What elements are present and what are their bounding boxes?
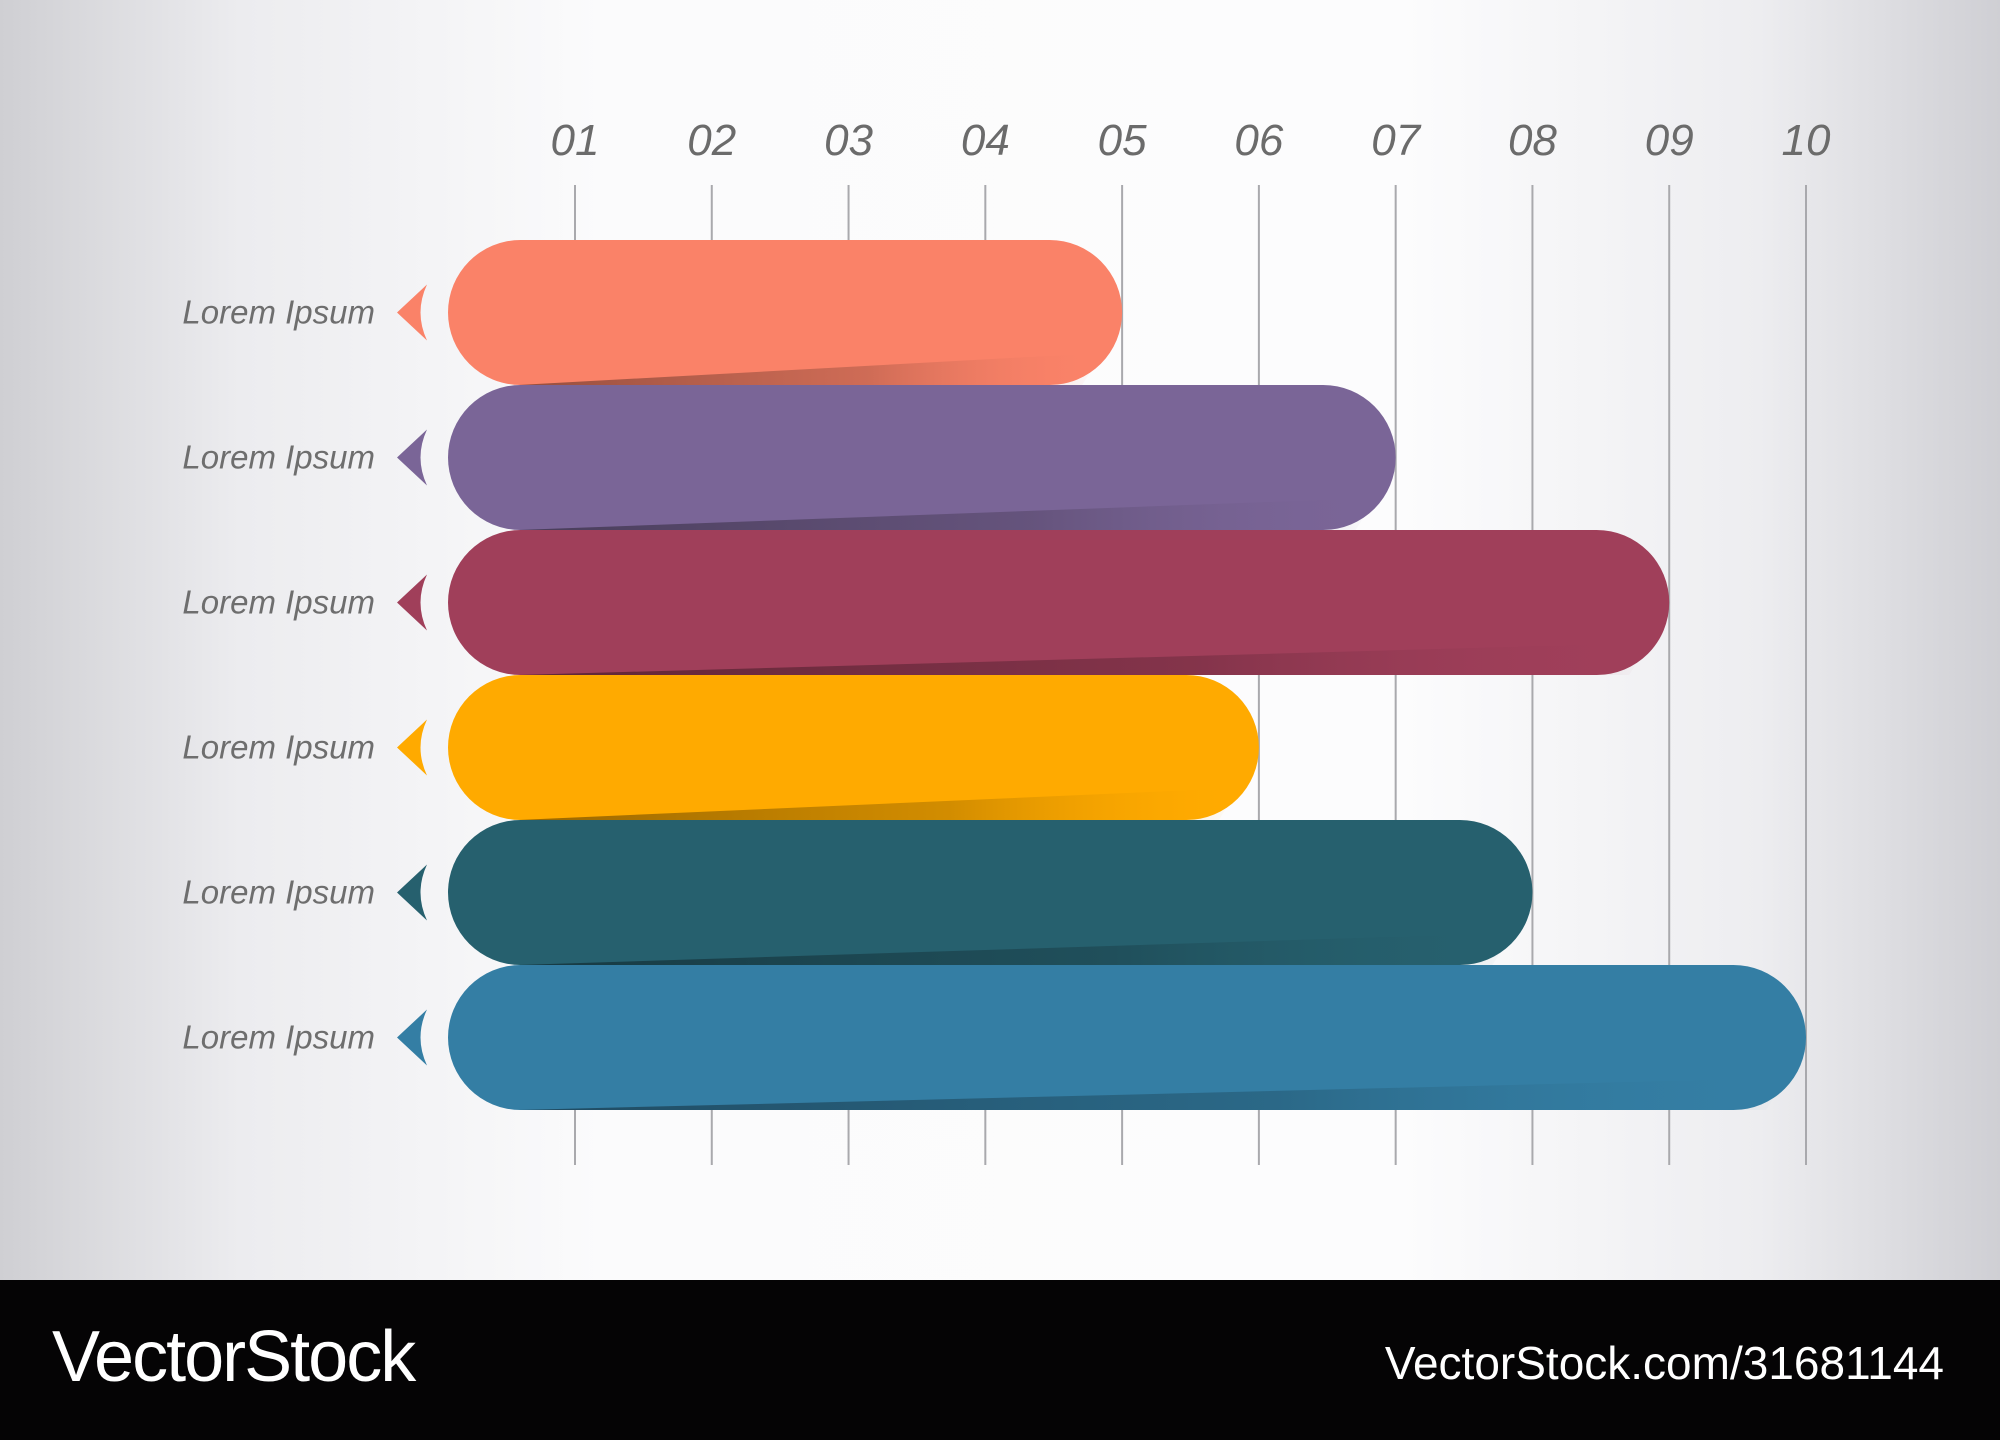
- bar-group: [448, 965, 1806, 1110]
- bar-shading: [518, 643, 1650, 675]
- x-tick-label: 04: [961, 116, 1010, 165]
- x-tick-label: 01: [551, 116, 600, 165]
- x-tick-label: 07: [1371, 116, 1421, 165]
- x-tick-label: 06: [1234, 116, 1283, 165]
- x-tick-label: 09: [1645, 116, 1694, 165]
- bar: [448, 675, 1259, 820]
- arrow-marker-icon: [397, 719, 427, 776]
- bar: [448, 385, 1396, 530]
- category-label: Lorem Ipsum: [182, 439, 375, 476]
- x-tick-label: 08: [1508, 116, 1557, 165]
- bar: [448, 240, 1123, 385]
- x-tick-label: 05: [1098, 116, 1147, 165]
- bar-group: [448, 385, 1396, 530]
- bar-shading: [518, 1078, 1786, 1110]
- x-axis-ticks: 01 02 03 04 05 06 07 08 09 10: [551, 116, 1831, 165]
- x-tick-label: 10: [1782, 116, 1831, 165]
- bar-group: [448, 240, 1123, 385]
- bar-group: [448, 530, 1670, 675]
- category-label: Lorem Ipsum: [182, 874, 375, 911]
- x-tick-label: 03: [824, 116, 873, 165]
- chart-area: 01 02 03 04 05 06 07 08 09 10 Lorem Ipsum Lorem Ip…: [0, 0, 2000, 1280]
- bar-shading: [518, 353, 1103, 385]
- arrow-marker-icon: [397, 284, 427, 341]
- x-tick-label: 02: [687, 116, 736, 165]
- footer-bar: VectorStock VectorStock.com/31681144: [0, 1280, 2000, 1440]
- brand-logo: VectorStock: [52, 1317, 416, 1397]
- category-label: Lorem Ipsum: [182, 584, 375, 621]
- arrow-marker-icon: [397, 1009, 427, 1066]
- arrow-marker-icon: [397, 429, 427, 486]
- bar-shading: [518, 933, 1513, 965]
- bar: [448, 965, 1806, 1110]
- bar-group: [448, 820, 1533, 965]
- arrow-marker-icon: [397, 864, 427, 921]
- bar: [448, 820, 1533, 965]
- bar-shading: [518, 788, 1239, 820]
- bars: [448, 240, 1806, 1110]
- category-label: Lorem Ipsum: [182, 729, 375, 766]
- category-label: Lorem Ipsum: [182, 1019, 375, 1056]
- category-label: Lorem Ipsum: [182, 294, 375, 331]
- category-labels: Lorem Ipsum Lorem Ipsum Lorem Ipsum Lorem I…: [182, 284, 427, 1066]
- arrow-marker-icon: [397, 574, 427, 631]
- bar-group: [448, 675, 1259, 820]
- bar-shading: [518, 498, 1376, 530]
- brand-url: VectorStock.com/31681144: [1384, 1337, 1944, 1389]
- bar: [448, 530, 1670, 675]
